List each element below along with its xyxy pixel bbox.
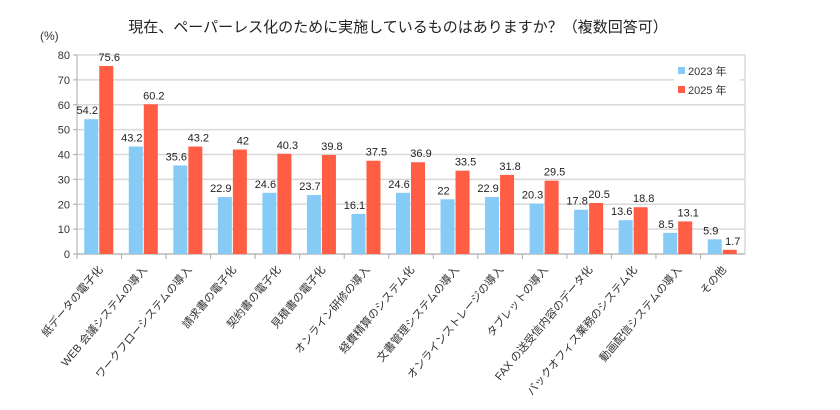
data-label: 42: [237, 136, 249, 148]
x-tick-label: 経費精算のシステム化: [336, 263, 417, 356]
data-label: 40.3: [277, 140, 298, 152]
bar-2023: [663, 232, 678, 254]
data-label: 37.5: [366, 147, 387, 159]
bar-2025: [188, 146, 203, 254]
bar-2025: [366, 160, 381, 254]
data-label: 22: [437, 185, 449, 197]
data-label: 43.2: [121, 133, 142, 145]
bar-2023: [707, 239, 722, 254]
bar-2025: [589, 203, 604, 254]
data-label: 8.5: [659, 219, 674, 231]
data-label: 16.1: [344, 200, 365, 212]
data-label: 43.2: [188, 133, 209, 145]
bar-2023: [440, 199, 455, 254]
legend-swatch: [678, 67, 685, 74]
bar-2023: [351, 213, 366, 254]
y-tick-label: 20: [58, 199, 70, 211]
data-label: 1.7: [725, 236, 740, 248]
y-tick-label: 70: [58, 75, 70, 87]
data-label: 13.6: [611, 206, 632, 218]
data-label: 5.9: [703, 225, 718, 237]
x-tick-label: その他: [698, 264, 729, 298]
bar-2023: [84, 119, 99, 255]
data-label: 75.6: [99, 52, 120, 64]
legend-label: 2025 年: [688, 83, 727, 97]
data-label: 54.2: [77, 105, 98, 117]
y-tick-label: 60: [58, 100, 70, 112]
x-tick-label: 動画配信システムの導入: [596, 263, 684, 364]
bar-2025: [722, 249, 737, 254]
data-label: 17.8: [566, 196, 587, 208]
data-label: 18.8: [633, 193, 654, 205]
y-axis-label: (%): [40, 29, 59, 43]
chart-title: 現在、ペーパーレス化のために実施しているものはありますか？（複数回答可）: [128, 19, 667, 36]
x-tick-label: 文書管理システムの導入: [374, 263, 462, 364]
y-tick-label: 40: [58, 150, 70, 162]
bar-2025: [411, 162, 425, 254]
bar-2025: [500, 174, 515, 254]
bar-2025: [633, 207, 648, 254]
y-tick-label: 10: [58, 224, 70, 236]
data-label: 22.9: [477, 183, 498, 195]
data-label: 24.6: [255, 179, 276, 191]
data-label: 23.7: [299, 181, 320, 193]
x-tick-label: WEB 会議システムの導入: [58, 263, 150, 369]
bar-2023: [217, 197, 232, 254]
bar-2025: [321, 154, 336, 254]
bar-2023: [396, 192, 410, 254]
bar-2023: [618, 220, 633, 254]
bar-2025: [143, 104, 158, 254]
bar-2023: [173, 165, 188, 254]
y-tick-label: 50: [58, 125, 70, 137]
bar-2023: [574, 209, 589, 254]
data-label: 31.8: [499, 161, 520, 173]
data-label: 36.9: [410, 148, 431, 160]
bar-2025: [277, 153, 292, 254]
y-tick-label: 30: [58, 174, 70, 186]
data-label: 60.2: [143, 90, 164, 102]
data-label: 29.5: [544, 167, 565, 179]
data-label: 20.5: [588, 189, 609, 201]
x-tick-label: オンライン研修の導入: [291, 263, 372, 356]
data-label: 20.3: [522, 190, 543, 202]
bar-2025: [455, 170, 470, 254]
legend: 2023 年 2025 年: [674, 62, 740, 100]
data-label: 22.9: [210, 183, 231, 195]
data-label: 35.6: [166, 151, 187, 163]
bar-2023: [485, 197, 500, 254]
bar-2023: [529, 203, 544, 254]
data-label: 24.6: [388, 179, 409, 191]
data-label: 39.8: [321, 141, 342, 153]
bar-2025: [99, 65, 114, 254]
data-label: 13.1: [677, 207, 698, 219]
data-label: 33.5: [455, 157, 476, 169]
bar-2025: [544, 180, 559, 254]
legend-swatch: [678, 86, 685, 93]
bar-2025: [232, 149, 247, 254]
bar-2023: [306, 195, 321, 254]
legend-label: 2023 年: [688, 64, 727, 78]
y-tick-label: 80: [58, 50, 70, 62]
bar-2025: [678, 221, 693, 254]
bar-2023: [262, 192, 277, 254]
bar-2023: [128, 146, 143, 254]
y-tick-label: 0: [64, 249, 70, 261]
